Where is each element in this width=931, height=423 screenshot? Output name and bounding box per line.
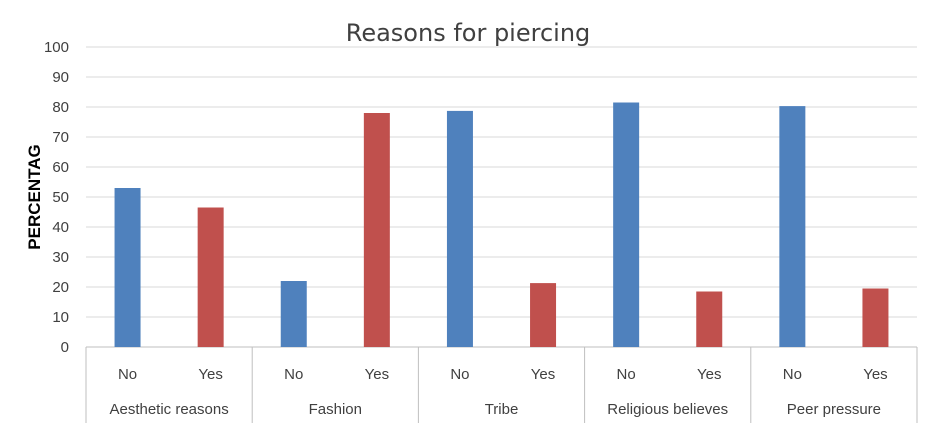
bar-religious-believes-yes [696,291,723,347]
x-group-label: Religious believes [607,401,728,418]
x-group-label: Aesthetic reasons [109,401,228,418]
bar-religious-believes-no [613,102,640,347]
x-axis: No Yes Aesthetic reasons No Yes Fashion No Yes T… [85,347,918,423]
y-tick-label: 70 [52,129,69,146]
y-tick-label: 60 [52,159,69,176]
y-tick-label: 40 [52,219,69,236]
bar-peer-pressure-no [779,106,806,347]
x-tick-label: No [450,366,469,383]
y-tick-label: 50 [52,189,69,206]
y-tick-label: 0 [61,339,69,356]
chart-title: Reasons for piercing [346,19,591,47]
y-tick-label: 10 [52,309,69,326]
gridlines [86,46,917,348]
bar-aesthetic-reasons-no [114,188,141,347]
x-tick-label: Yes [863,366,887,383]
x-group-label: Fashion [309,401,362,418]
y-axis-ticks: 0 10 20 30 40 50 60 70 80 90 100 [44,39,69,356]
x-tick-label: No [118,366,137,383]
bar-aesthetic-reasons-yes [197,207,224,347]
x-tick-label: No [783,366,802,383]
y-tick-label: 90 [52,69,69,86]
bar-fashion-no [280,281,307,347]
x-tick-label: Yes [531,366,555,383]
y-axis-label: PERCENTAG [25,144,44,249]
y-tick-label: 30 [52,249,69,266]
x-tick-label: Yes [198,366,222,383]
bar-tribe-yes [530,283,557,347]
x-group-label: Peer pressure [787,401,881,418]
y-tick-label: 100 [44,39,69,56]
x-tick-label: Yes [697,366,721,383]
y-tick-label: 80 [52,99,69,116]
x-tick-label: Yes [365,366,389,383]
x-tick-label: No [617,366,636,383]
x-tick-label: No [284,366,303,383]
y-tick-label: 20 [52,279,69,296]
x-group-label: Tribe [485,401,519,418]
bar-tribe-no [446,110,473,348]
bar-fashion-yes [363,113,390,347]
bars [114,102,889,348]
bar-peer-pressure-yes [862,288,889,347]
